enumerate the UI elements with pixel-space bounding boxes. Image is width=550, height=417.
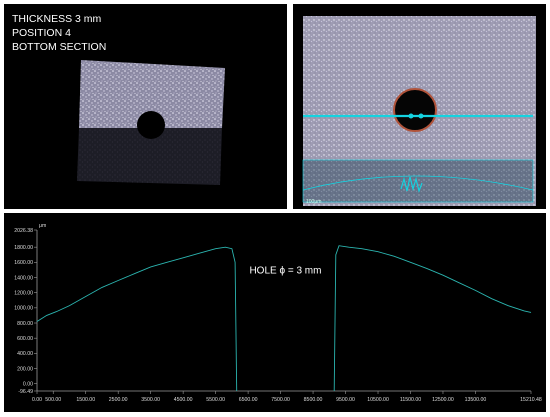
y-tick-label: 200.00 <box>17 366 33 372</box>
x-tick-label: 5500.00 <box>206 397 225 403</box>
y-tick-label: -96.49 <box>18 389 33 395</box>
y-tick-label: 1400.00 <box>14 275 33 281</box>
scale-label: 100μm <box>306 199 322 205</box>
y-tick-label: 0.00 <box>23 381 33 387</box>
profile-series-line <box>333 245 532 392</box>
x-tick-label: 12500.00 <box>432 397 454 403</box>
sample-overview-panel: THICKNESS 3 mm POSITION 4 BOTTOM SECTION <box>4 4 287 209</box>
x-tick-label: 3500.00 <box>141 397 160 403</box>
sample-label: THICKNESS 3 mm POSITION 4 BOTTOM SECTION <box>12 12 106 54</box>
hole <box>137 111 165 139</box>
x-tick-label: 8500.00 <box>304 397 323 403</box>
unit-label: μm <box>39 223 46 229</box>
y-tick-label: 1800.00 <box>14 245 33 251</box>
y-tick-label: 600.00 <box>17 336 33 342</box>
x-tick-label: 15210.48 <box>520 397 542 403</box>
x-tick-label: 4500.00 <box>174 397 193 403</box>
x-tick-label: 1500.00 <box>76 397 95 403</box>
zoom-surface-image <box>302 16 536 206</box>
chart-series <box>36 245 532 392</box>
chart-ticks: 2026.38 1800.00 1600.00 1400.00 1200.00 1000.… <box>14 228 542 403</box>
zoom-surface-panel: 100μm <box>293 4 546 209</box>
thickness-label: THICKNESS 3 mm <box>12 13 102 25</box>
y-tick-label: 1000.00 <box>14 306 33 312</box>
x-tick-label: 0.00 <box>32 397 42 403</box>
y-tick-label: 1600.00 <box>14 260 33 266</box>
chart-axes <box>36 230 531 392</box>
y-tick-label: 2026.38 <box>14 228 33 234</box>
hole-annotation: HOLE ϕ = 3 mm <box>249 266 321 277</box>
x-tick-label: 10500.00 <box>367 397 389 403</box>
x-tick-label: 2500.00 <box>109 397 128 403</box>
sample-overview-image <box>77 60 225 185</box>
x-tick-label: 13500.00 <box>465 397 487 403</box>
x-tick-label: 9500.00 <box>336 397 355 403</box>
y-tick-label: 1200.00 <box>14 290 33 296</box>
x-tick-label: 7500.00 <box>271 397 290 403</box>
y-tick-label: 400.00 <box>17 351 33 357</box>
x-tick-label: 500.00 <box>45 397 61 403</box>
profile-series-line <box>36 246 238 392</box>
x-tick-label: 6500.00 <box>239 397 258 403</box>
y-tick-label: 800.00 <box>17 321 33 327</box>
x-tick-label: 11500.00 <box>400 397 421 403</box>
position-label: POSITION 4 <box>12 27 71 39</box>
profile-chart: 2026.38 1800.00 1600.00 1400.00 1200.00 1000.… <box>14 223 542 403</box>
section-label: BOTTOM SECTION <box>12 41 107 53</box>
profile-chart-panel: 2026.38 1800.00 1600.00 1400.00 1200.00 1000.… <box>4 213 546 412</box>
